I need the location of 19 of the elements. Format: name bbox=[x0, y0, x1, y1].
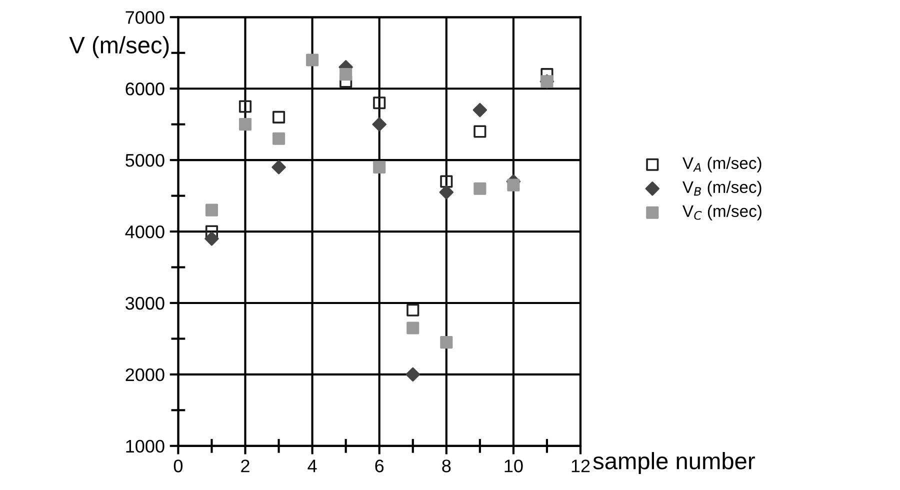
y-tick-label: 5000 bbox=[126, 154, 164, 167]
x-tick-label: 2 bbox=[241, 460, 250, 472]
y-tick-label: 4000 bbox=[125, 225, 164, 238]
x-tick-label: 10 bbox=[504, 460, 523, 472]
x-tick-label: 12 bbox=[572, 460, 590, 472]
x-tick-label: 0 bbox=[174, 460, 183, 472]
x-axis-title: sample number bbox=[593, 452, 755, 474]
legend-label: V$_{C}$ (m/sec) bbox=[682, 204, 762, 220]
y-tick-label: 2000 bbox=[126, 368, 164, 382]
x-tick-label: 6 bbox=[375, 460, 384, 472]
y-tick-label: 1000 bbox=[126, 440, 164, 453]
legend-label: V$_{A}$ (m/sec) bbox=[682, 156, 762, 172]
y-tick-label: 7000 bbox=[126, 11, 164, 24]
y-tick-label: 6000 bbox=[126, 82, 164, 96]
x-tick-label: 8 bbox=[442, 460, 451, 472]
legend-label: V$_{B}$ (m/sec) bbox=[682, 180, 762, 196]
y-axis-title: V (m/sec) bbox=[69, 36, 169, 58]
x-tick-label: 4 bbox=[308, 460, 317, 472]
y-tick-label: 3000 bbox=[126, 296, 164, 310]
